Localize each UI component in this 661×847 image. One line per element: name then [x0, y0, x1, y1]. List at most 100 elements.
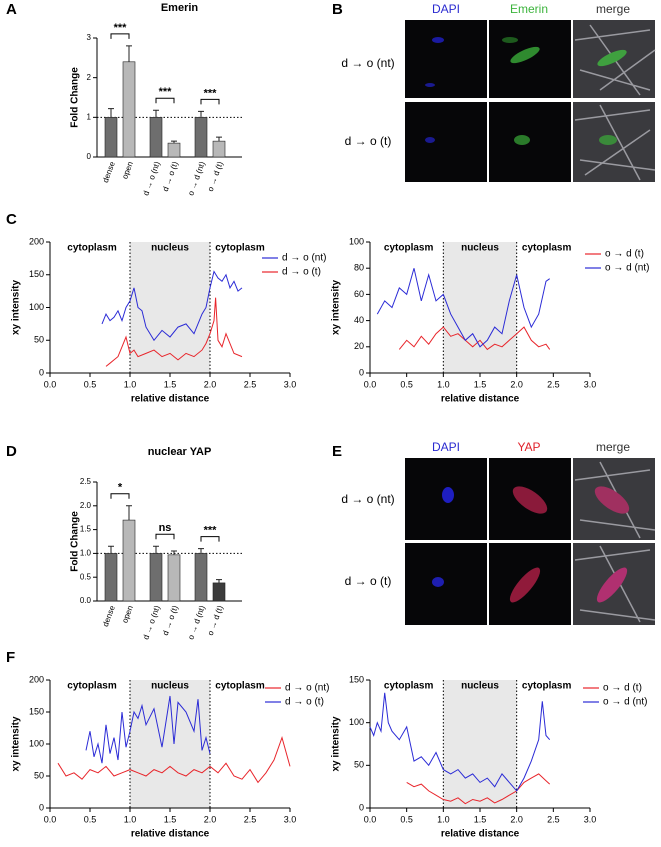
x-tick-label: 1.0 [124, 814, 137, 824]
y-tick-label: 200 [29, 674, 44, 684]
panel-letter: A [6, 1, 17, 18]
x-axis-label: relative distance [441, 394, 520, 405]
x-axis-label: relative distance [131, 829, 210, 840]
error-bar [216, 579, 222, 583]
y-tick-label: 0 [359, 367, 364, 377]
region-label: cytoplasm [384, 243, 434, 254]
series-line [57, 735, 291, 784]
x-tick-label: 0.5 [400, 814, 413, 824]
region-label: nucleus [151, 243, 189, 254]
x-tick-label: d → o (t) [161, 160, 180, 193]
error-bar [171, 550, 177, 555]
bar [167, 142, 181, 158]
x-tick-label: 2.5 [547, 379, 560, 389]
x-axis-label: relative distance [131, 394, 210, 405]
region-label: cytoplasm [522, 681, 572, 692]
bar [194, 553, 208, 602]
legend-label: o → d (nt) [605, 263, 649, 274]
significance-label: * [118, 482, 123, 494]
y-tick-label: 60 [354, 289, 364, 299]
region-label: cytoplasm [67, 681, 117, 692]
micrograph [489, 102, 571, 182]
error-bar [198, 548, 204, 554]
nucleus-region [443, 242, 517, 373]
significance-label: *** [204, 525, 218, 537]
bar [212, 140, 226, 158]
legend-label: o → d (nt) [603, 697, 647, 708]
cell-stain [597, 49, 627, 67]
legend-label: d → o (t) [285, 697, 324, 708]
bar [212, 582, 226, 602]
y-axis-label: Fold Change [70, 67, 81, 128]
bar [149, 117, 163, 158]
x-tick-label: 2.0 [510, 379, 523, 389]
column-label: YAP [517, 440, 540, 454]
region-label: nucleus [461, 681, 499, 692]
nucleus-stain [432, 37, 444, 43]
y-tick-label: 0.0 [80, 596, 92, 605]
x-tick-label: o → d (t) [206, 160, 225, 193]
panel-letter: C [6, 211, 17, 228]
x-tick-label: open [120, 160, 135, 180]
x-tick-label: o → d (nt) [186, 604, 207, 641]
y-tick-label: 1.5 [80, 525, 92, 534]
significance-label: *** [204, 87, 218, 99]
cell-stain [514, 135, 530, 145]
nucleus-region [443, 680, 517, 808]
bar [167, 554, 181, 602]
cell-stain [502, 37, 518, 43]
chart-title: nuclear YAP [148, 446, 212, 458]
y-tick-label: 200 [29, 236, 44, 246]
x-tick-label: 1.5 [164, 379, 177, 389]
x-tick-label: 1.0 [437, 379, 450, 389]
panel-letter: E [332, 443, 342, 460]
series-line [369, 692, 551, 792]
chart-title: Emerin [161, 2, 199, 14]
micrograph [405, 20, 487, 98]
error-bar [171, 140, 177, 144]
series-line [376, 268, 550, 348]
y-tick-label: 100 [349, 236, 364, 246]
fiber [574, 24, 656, 96]
region-label: cytoplasm [522, 243, 572, 254]
column-label: DAPI [432, 2, 460, 16]
y-tick-label: 100 [29, 302, 44, 312]
x-tick-label: 3.0 [284, 814, 297, 824]
y-tick-label: 1.0 [80, 549, 92, 558]
y-tick-label: 0 [39, 367, 44, 377]
region-label: cytoplasm [215, 243, 265, 254]
x-tick-label: 1.5 [164, 814, 177, 824]
x-axis-label: relative distance [441, 829, 520, 840]
y-tick-label: 50 [34, 770, 44, 780]
x-tick-label: o → d (t) [206, 604, 225, 637]
y-tick-label: 150 [29, 269, 44, 279]
y-tick-label: 2.5 [80, 477, 92, 486]
nucleus-stain [425, 83, 435, 87]
series-line [398, 326, 551, 351]
nucleus-stain [442, 487, 454, 503]
bar [104, 117, 118, 158]
legend-label: d → o (t) [282, 267, 321, 278]
x-tick-label: 2.0 [204, 379, 217, 389]
y-tick-label: 50 [34, 335, 44, 345]
x-tick-label: dense [101, 604, 117, 628]
x-tick-label: 3.0 [584, 379, 597, 389]
x-tick-label: 3.0 [284, 379, 297, 389]
y-tick-label: 50 [354, 760, 364, 770]
series-line [406, 773, 551, 805]
x-tick-label: dense [101, 160, 117, 184]
x-tick-label: 2.5 [547, 814, 560, 824]
panel-letter: B [332, 1, 343, 18]
y-axis-label: xy intensity [331, 280, 342, 335]
y-tick-label: 100 [29, 738, 44, 748]
x-tick-label: 0.5 [84, 379, 97, 389]
significance-bracket [200, 98, 220, 105]
bar [194, 117, 208, 158]
y-tick-label: 40 [354, 315, 364, 325]
series-line [85, 695, 211, 764]
legend-label: o → d (t) [605, 249, 644, 260]
x-tick-label: d → o (t) [161, 604, 180, 637]
column-label: merge [596, 440, 630, 454]
y-axis-label: xy intensity [331, 716, 342, 771]
